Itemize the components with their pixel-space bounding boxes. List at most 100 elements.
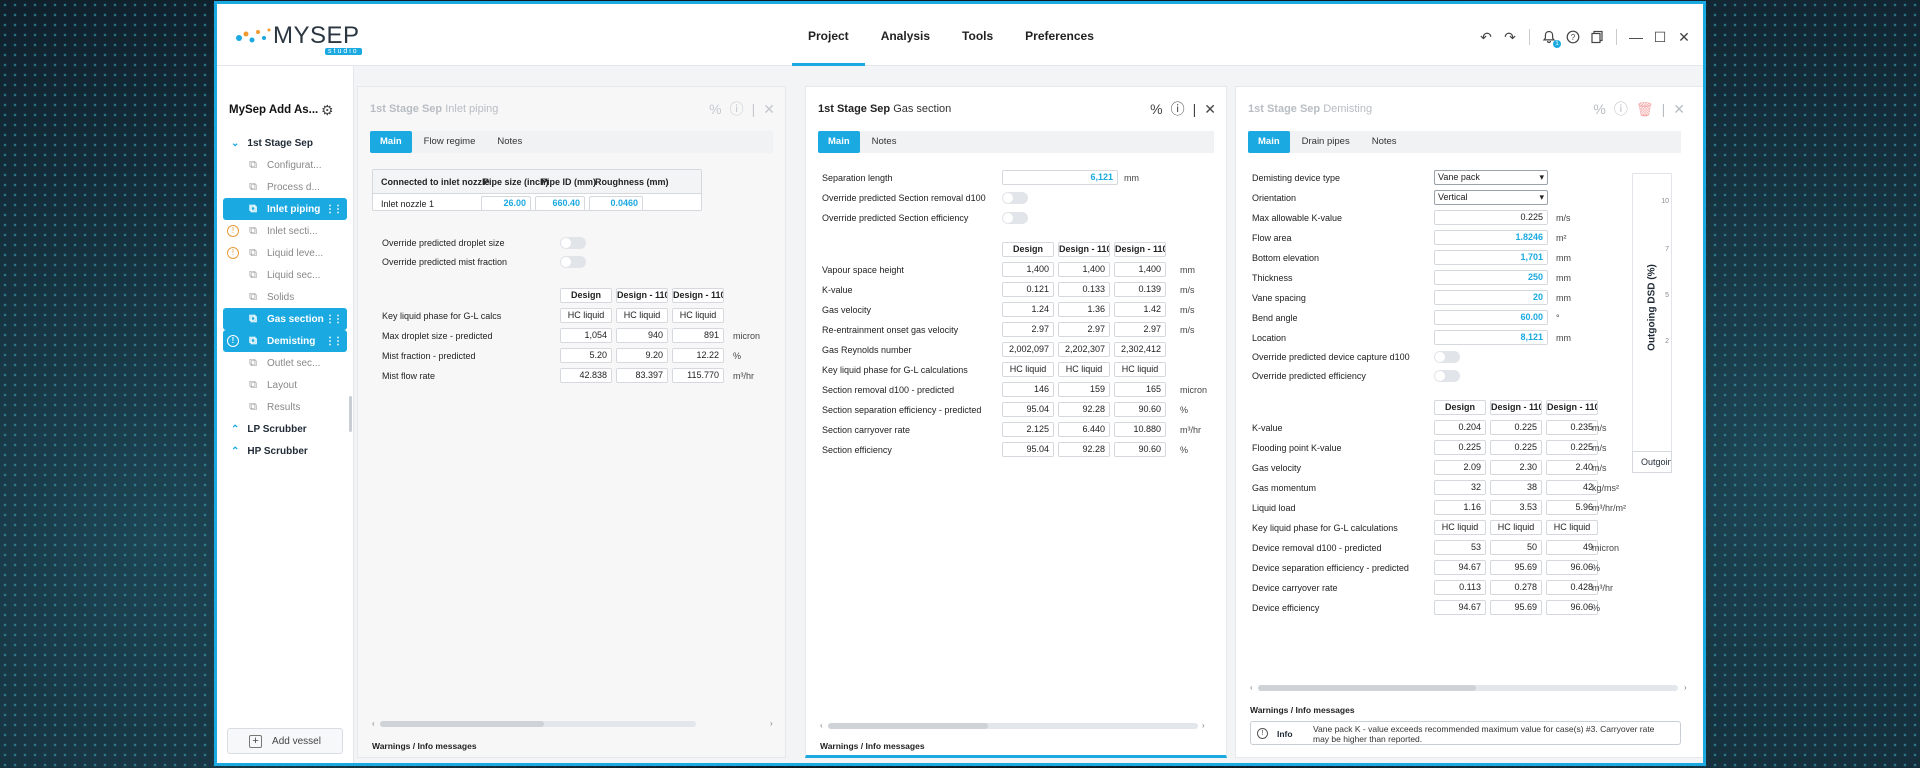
override-toggle[interactable] (1434, 370, 1460, 382)
redo-icon[interactable]: ↷ (1504, 28, 1516, 45)
chevron-up-icon[interactable]: ⌃ (231, 445, 240, 457)
value-cell[interactable]: HC liquid (616, 308, 668, 323)
override-toggle[interactable] (1002, 192, 1028, 204)
percent-icon[interactable]: % (1150, 101, 1163, 117)
value-cell[interactable]: 165 (1114, 382, 1166, 397)
value-cell[interactable]: 2.97 (1002, 322, 1054, 337)
max-allowable-k-value-input[interactable]: 0.225 (1434, 210, 1548, 225)
vane-spacing-input[interactable]: 20 (1434, 290, 1548, 305)
override-toggle[interactable] (1002, 212, 1028, 224)
value-cell[interactable]: 0.133 (1058, 282, 1110, 297)
separation-length-input[interactable]: 6,121 (1002, 170, 1118, 185)
notification-bell-icon[interactable]: 1 (1540, 28, 1561, 48)
chevron-down-icon[interactable]: ⌄ (231, 137, 240, 149)
value-cell[interactable]: 1,054 (560, 328, 612, 343)
drag-handle-icon[interactable]: ⋮⋮ (325, 335, 343, 347)
value-cell[interactable]: 0.278 (1490, 580, 1542, 595)
value-cell[interactable]: HC liquid (1546, 520, 1598, 535)
value-cell[interactable]: 0.225 (1434, 440, 1486, 455)
value-cell[interactable]: HC liquid (560, 308, 612, 323)
sidebar-item-liquid-sec[interactable]: ⧉ Liquid sec... (223, 264, 347, 286)
sidebar-item-liquid-leve[interactable]: ! ⧉ Liquid leve... (223, 242, 347, 264)
value-cell[interactable]: 2.40 (1546, 460, 1598, 475)
close-window-icon[interactable]: ✕ (1678, 28, 1690, 45)
override-toggle[interactable] (560, 256, 586, 268)
value-cell[interactable]: 42 (1546, 480, 1598, 495)
value-cell[interactable]: 92.28 (1058, 442, 1110, 457)
copy-icon[interactable] (1588, 28, 1606, 46)
value-cell[interactable]: 146 (1002, 382, 1054, 397)
close-panel-icon[interactable]: ✕ (1673, 100, 1685, 117)
sidebar-item-results[interactable]: ⧉ Results (223, 396, 347, 418)
scroll-right-icon[interactable]: › (1684, 683, 1687, 692)
value-cell[interactable]: 891 (672, 328, 724, 343)
sidebar-item-solids[interactable]: ⧉ Solids (223, 286, 347, 308)
value-cell[interactable]: 94.67 (1434, 560, 1486, 575)
value-cell[interactable]: 2,202,307 (1058, 342, 1110, 357)
value-cell[interactable]: 90.60 (1114, 442, 1166, 457)
value-cell[interactable]: 0.113 (1434, 580, 1486, 595)
value-cell[interactable]: 10.880 (1114, 422, 1166, 437)
sidebar-item-process-d[interactable]: ⧉ Process d... (223, 176, 347, 198)
tab-main[interactable]: Main (370, 131, 412, 153)
value-cell[interactable]: 2,302,412 (1114, 342, 1166, 357)
scroll-right-icon[interactable]: › (770, 719, 773, 728)
pipe-id-input[interactable]: 660.40 (535, 196, 585, 211)
value-cell[interactable]: 5.20 (560, 348, 612, 363)
value-cell[interactable]: 92.28 (1058, 402, 1110, 417)
menu-preferences[interactable]: Preferences (1025, 29, 1094, 43)
value-cell[interactable]: 95.04 (1002, 402, 1054, 417)
value-cell[interactable]: 159 (1058, 382, 1110, 397)
value-cell[interactable]: HC liquid (1490, 520, 1542, 535)
sidebar-item-hp-scrubber[interactable]: ⌃ HP Scrubber (223, 440, 347, 462)
drag-handle-icon[interactable]: ⋮⋮ (325, 203, 343, 215)
bend-angle-input[interactable]: 60.00 (1434, 310, 1548, 325)
value-cell[interactable]: 1.36 (1058, 302, 1110, 317)
value-cell[interactable]: 0.235 (1546, 420, 1598, 435)
help-icon[interactable]: ? (1564, 28, 1582, 46)
help-icon[interactable]: ⓘ (1170, 101, 1185, 117)
value-cell[interactable]: 96.06 (1546, 600, 1598, 615)
sidebar-item-demisting[interactable]: ! ⧉ Demisting ⋮⋮ (223, 330, 347, 352)
value-cell[interactable]: 1,400 (1114, 262, 1166, 277)
tab-flow-regime[interactable]: Flow regime (423, 136, 476, 147)
value-cell[interactable]: 2.97 (1058, 322, 1110, 337)
value-cell[interactable]: 49 (1546, 540, 1598, 555)
sidebar-item-lp-scrubber[interactable]: ⌃ LP Scrubber (223, 418, 347, 440)
horizontal-scrollbar[interactable] (828, 723, 1198, 729)
value-cell[interactable]: 2.30 (1490, 460, 1542, 475)
value-cell[interactable]: 0.204 (1434, 420, 1486, 435)
scroll-left-icon[interactable]: ‹ (1250, 683, 1253, 692)
value-cell[interactable]: 94.67 (1434, 600, 1486, 615)
sidebar-item-configurat[interactable]: ⧉ Configurat... (223, 154, 347, 176)
tab-notes[interactable]: Notes (1371, 136, 1397, 147)
value-cell[interactable]: HC liquid (1002, 362, 1054, 377)
value-cell[interactable]: 115.770 (672, 368, 724, 383)
orientation-select[interactable]: Vertical (1434, 190, 1548, 205)
bottom-elevation-input[interactable]: 1,701 (1434, 250, 1548, 265)
tab-drain-pipes[interactable]: Drain pipes (1301, 136, 1350, 147)
value-cell[interactable]: 90.60 (1114, 402, 1166, 417)
value-cell[interactable]: 0.225 (1546, 440, 1598, 455)
maximize-icon[interactable]: ☐ (1653, 28, 1667, 45)
close-panel-icon[interactable]: ✕ (763, 100, 775, 117)
scroll-right-icon[interactable]: › (1202, 721, 1205, 730)
horizontal-scrollbar[interactable] (380, 721, 696, 727)
undo-icon[interactable]: ↶ (1480, 28, 1492, 45)
sidebar-item-1st-stage-sep[interactable]: ⌄ 1st Stage Sep (223, 132, 347, 154)
menu-project[interactable]: Project (792, 4, 865, 66)
flow-area-input[interactable]: 1.8246 (1434, 230, 1548, 245)
demisting-device-type-select[interactable]: Vane pack (1434, 170, 1548, 185)
value-cell[interactable]: 95.04 (1002, 442, 1054, 457)
tab-main[interactable]: Main (818, 131, 860, 153)
override-toggle[interactable] (560, 237, 586, 249)
close-panel-icon[interactable]: ✕ (1204, 100, 1216, 117)
value-cell[interactable]: 1,400 (1058, 262, 1110, 277)
value-cell[interactable]: 2.125 (1002, 422, 1054, 437)
help-icon[interactable]: ⓘ (729, 101, 744, 117)
chevron-up-icon[interactable]: ⌃ (231, 423, 240, 435)
tab-notes[interactable]: Notes (497, 136, 523, 147)
sidebar-item-layout[interactable]: ⧉ Layout (223, 374, 347, 396)
value-cell[interactable]: 2,002,097 (1002, 342, 1054, 357)
thickness-input[interactable]: 250 (1434, 270, 1548, 285)
